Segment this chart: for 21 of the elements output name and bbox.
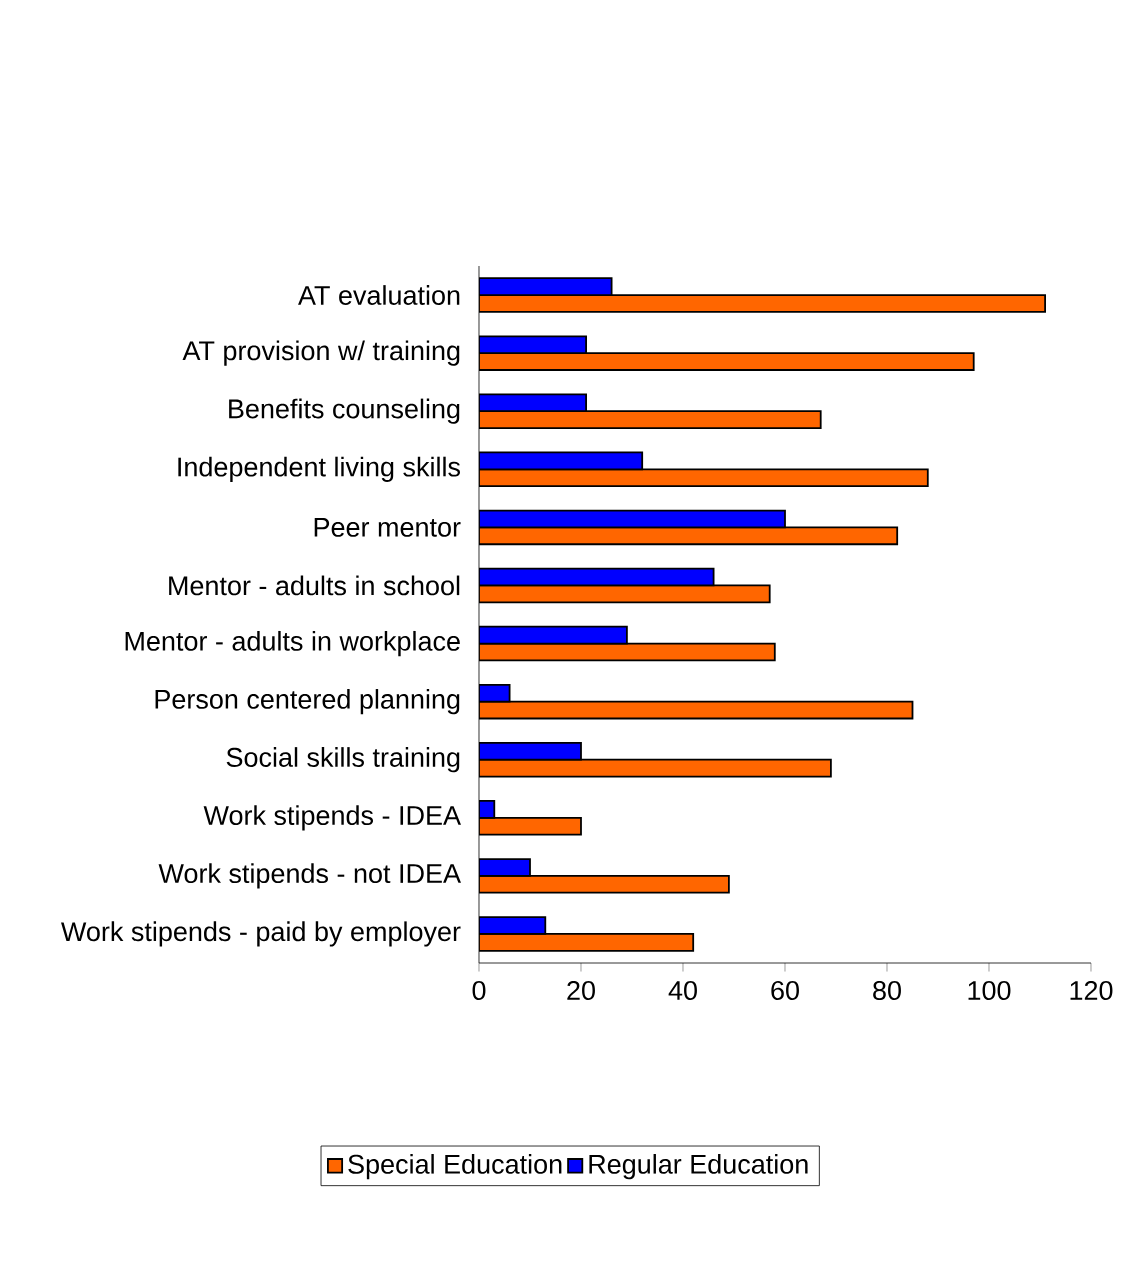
y-tick-label: Peer mentor <box>314 517 461 537</box>
legend-label: Special Education <box>348 1154 562 1180</box>
y-tick-label: Mentor - adults in school <box>169 575 460 596</box>
y-tick-label: AT evaluation <box>298 285 460 305</box>
x-tick-label: 20 <box>567 980 595 1001</box>
legend-label: Regular Education <box>589 1154 808 1180</box>
y-tick-label: Independent living skills <box>178 456 460 482</box>
y-tick-label: Work stipends - IDEA <box>203 805 461 831</box>
y-tick-label: Social skills training <box>226 747 460 773</box>
y-tick-label: Work stipends - not IDEA <box>158 863 461 889</box>
x-tick-label: 100 <box>968 980 1011 1001</box>
y-tick-label: AT provision w/ training <box>182 340 460 366</box>
x-tick-label: 0 <box>472 980 486 1001</box>
y-tick-label: Work stipends - paid by employer <box>61 921 461 947</box>
x-tick-label: 60 <box>771 980 799 1001</box>
y-tick-label: Mentor - adults in workplace <box>125 630 460 657</box>
x-tick-label: 40 <box>668 980 697 1001</box>
y-tick-label: Benefits counseling <box>229 398 460 424</box>
y-tick-label: Person centered planning <box>155 689 460 715</box>
x-tick-label: 120 <box>1070 980 1113 1001</box>
x-tick-label: 80 <box>873 980 901 1001</box>
